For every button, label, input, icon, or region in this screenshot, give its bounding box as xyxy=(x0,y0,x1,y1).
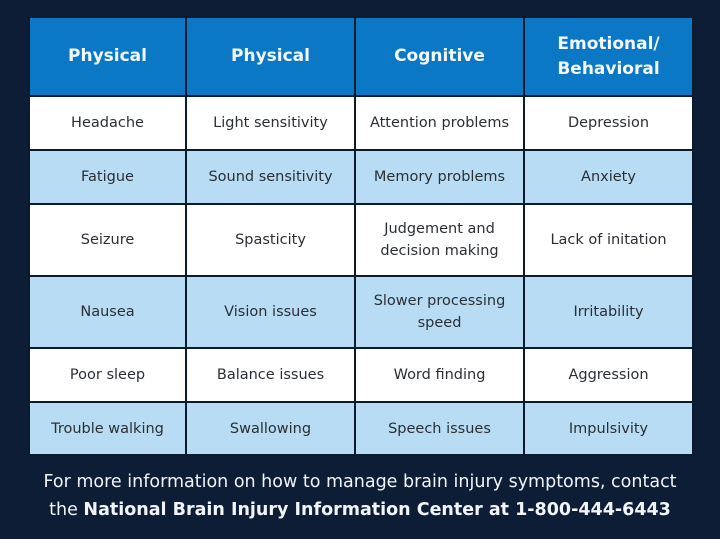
table-cell: Vision issues xyxy=(185,275,356,349)
table-cell: Fatigue xyxy=(28,149,187,205)
table-cell: Slower processing speed xyxy=(354,275,525,349)
table-row: Seizure Spasticity Judgement and decisio… xyxy=(28,203,694,277)
contact-center-phone: National Brain Injury Information Center… xyxy=(83,500,671,520)
table-cell: Balance issues xyxy=(185,347,356,403)
footer-line-1: For more information on how to manage br… xyxy=(43,472,677,492)
table-cell: Swallowing xyxy=(185,401,356,456)
header-row: Physical Physical Cognitive Emotional/ B… xyxy=(28,16,694,97)
table-cell: Poor sleep xyxy=(28,347,187,403)
table-cell: Aggression xyxy=(523,347,694,403)
table-cell: Memory problems xyxy=(354,149,525,205)
table-row: Nausea Vision issues Slower processing s… xyxy=(28,275,694,349)
table-cell: Light sensitivity xyxy=(185,95,356,151)
table-cell: Depression xyxy=(523,95,694,151)
header-physical-1: Physical xyxy=(28,16,187,97)
table-row: Trouble walking Swallowing Speech issues… xyxy=(28,401,694,456)
symptoms-table: Physical Physical Cognitive Emotional/ B… xyxy=(28,16,694,456)
table-cell: Headache xyxy=(28,95,187,151)
table-cell: Sound sensitivity xyxy=(185,149,356,205)
table-row: Fatigue Sound sensitivity Memory problem… xyxy=(28,149,694,205)
table-cell: Trouble walking xyxy=(28,401,187,456)
table-row: Poor sleep Balance issues Word finding A… xyxy=(28,347,694,403)
table-row: Headache Light sensitivity Attention pro… xyxy=(28,95,694,151)
table-cell: Speech issues xyxy=(354,401,525,456)
header-cognitive: Cognitive xyxy=(354,16,525,97)
table-cell: Word finding xyxy=(354,347,525,403)
header-physical-2: Physical xyxy=(185,16,356,97)
table-cell: Spasticity xyxy=(185,203,356,277)
table-cell: Nausea xyxy=(28,275,187,349)
table-cell: Lack of initation xyxy=(523,203,694,277)
table-cell: Anxiety xyxy=(523,149,694,205)
table-cell: Judgement and decision making xyxy=(354,203,525,277)
footer-line-2: the National Brain Injury Information Ce… xyxy=(0,496,720,524)
header-emotional-behavioral: Emotional/ Behavioral xyxy=(523,16,694,97)
footer-prefix: the xyxy=(49,500,84,520)
table-cell: Seizure xyxy=(28,203,187,277)
table-cell: Attention problems xyxy=(354,95,525,151)
table-cell: Irritability xyxy=(523,275,694,349)
footer-contact-info: For more information on how to manage br… xyxy=(0,468,720,524)
table-cell: Impulsivity xyxy=(523,401,694,456)
